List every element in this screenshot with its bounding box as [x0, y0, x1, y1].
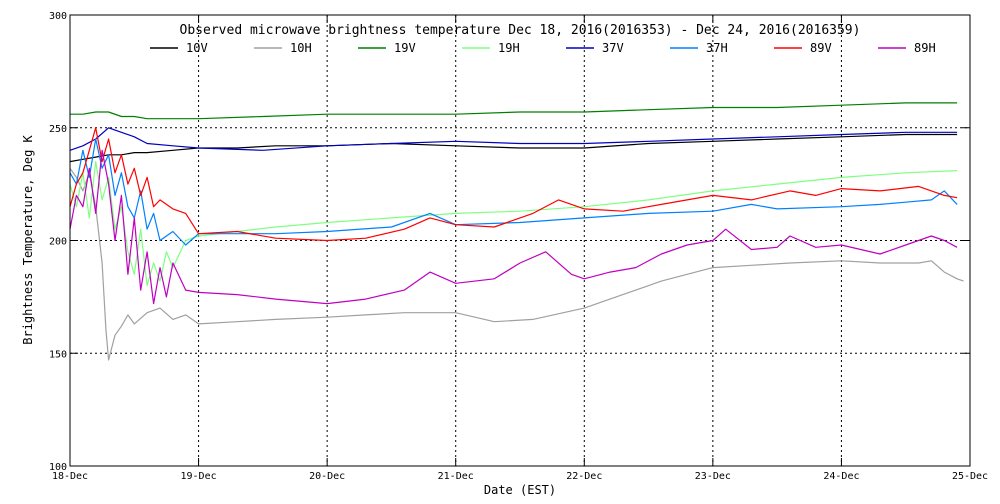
series-line-10v — [69, 133, 958, 163]
legend-label-19h: 19H — [498, 41, 520, 55]
x-tick-label: 19-Dec — [181, 471, 217, 482]
legend: 10V 10H 19V 19H 37V 37H 89V 89H — [150, 41, 936, 55]
legend-label-10v: 10V — [186, 41, 208, 55]
y-tick-label: 100 — [49, 462, 67, 473]
x-tick-label: 23-Dec — [695, 471, 731, 482]
x-tick-label: 21-Dec — [438, 471, 474, 482]
x-tick-label: 25-Dec — [952, 471, 988, 482]
y-tick-label: 150 — [49, 349, 67, 360]
x-axis-label: Date (EST) — [484, 483, 556, 497]
legend-label-10h: 10H — [290, 41, 312, 55]
x-tick-label: 20-Dec — [309, 471, 345, 482]
y-tick-label: 250 — [49, 124, 67, 135]
series-line-19h — [69, 161, 958, 287]
series-line-89h — [69, 149, 958, 305]
x-tick-label: 18-Dec — [52, 471, 88, 482]
legend-label-89v: 89V — [810, 41, 832, 55]
y-axis-label: Brightness Temperature, Deg K — [21, 134, 35, 344]
series-line-10h — [69, 167, 964, 361]
series-line-89v — [69, 127, 958, 242]
legend-label-19v: 19V — [394, 41, 416, 55]
series-line-37h — [69, 138, 958, 246]
chart-title: Observed microwave brightness temperatur… — [180, 23, 861, 38]
x-tick-label: 24-Dec — [823, 471, 859, 482]
y-tick-label: 200 — [49, 237, 67, 248]
legend-label-37h: 37H — [706, 41, 728, 55]
legend-label-37v: 37V — [602, 41, 624, 55]
grid — [70, 15, 970, 466]
y-tick-label: 300 — [49, 11, 67, 22]
series-line-19v — [70, 102, 958, 120]
legend-label-89h: 89H — [914, 41, 936, 55]
series-line-37v — [69, 127, 958, 151]
series-layer — [69, 102, 964, 361]
x-tick-label: 22-Dec — [566, 471, 602, 482]
ticks: 18-Dec 19-Dec 20-Dec 21-Dec 22-Dec 23-Dec 24-D… — [49, 11, 988, 482]
